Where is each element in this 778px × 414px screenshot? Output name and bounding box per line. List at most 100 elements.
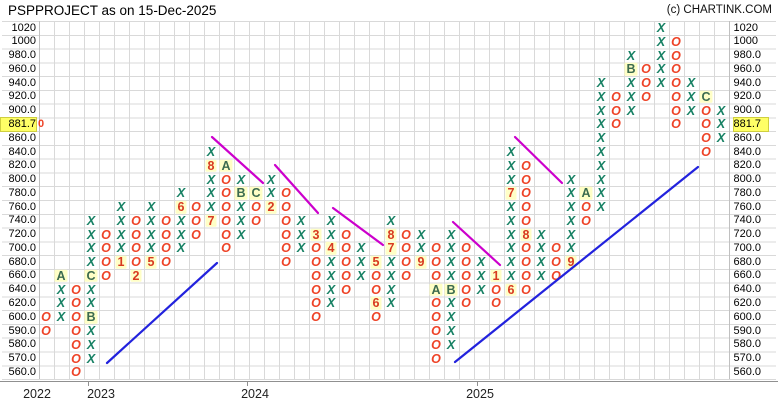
pnf-x-box: X xyxy=(236,213,246,228)
pnf-x-box: X xyxy=(506,254,516,269)
pnf-o-box: O xyxy=(521,199,531,214)
pnf-month-marker: C xyxy=(84,268,98,283)
pnf-month-marker: 7 xyxy=(385,241,397,256)
pnf-x-box: X xyxy=(656,34,666,49)
pnf-x-box: X xyxy=(446,254,456,269)
pnf-o-box: O xyxy=(671,75,681,90)
pnf-x-box: X xyxy=(506,172,516,187)
pnf-x-box: X xyxy=(356,254,366,269)
pnf-x-box: X xyxy=(296,213,306,228)
pnf-x-box: X xyxy=(536,227,546,242)
pnf-o-box: O xyxy=(401,268,411,283)
pnf-month-marker: A xyxy=(579,186,593,201)
pnf-o-box: O xyxy=(311,254,321,269)
pnf-o-box: O xyxy=(371,268,381,283)
pnf-o-box: O xyxy=(191,199,201,214)
pnf-o-box: O xyxy=(581,213,591,228)
pnf-o-box: O xyxy=(431,268,441,283)
y-axis-label-right: 580.0 xyxy=(733,338,762,351)
pnf-x-box: X xyxy=(146,227,156,242)
pnf-o-box: O xyxy=(401,241,411,256)
pnf-x-box: X xyxy=(446,241,456,256)
pnf-x-box: X xyxy=(86,227,96,242)
pnf-x-box: X xyxy=(86,282,96,297)
y-axis-label-right: 780.0 xyxy=(733,186,762,199)
y-axis-label-left: 580.0 xyxy=(8,338,36,351)
y-axis-label-right: 590.0 xyxy=(733,324,762,337)
pnf-o-box: O xyxy=(701,130,711,145)
pnf-month-marker: A xyxy=(429,282,443,297)
pnf-x-box: X xyxy=(656,75,666,90)
pnf-x-box: X xyxy=(626,75,636,90)
pnf-x-box: X xyxy=(716,130,726,145)
y-axis-label-left: 800.0 xyxy=(8,173,36,186)
current-price-overflow-zero: 0 xyxy=(38,117,45,130)
pnf-o-box: O xyxy=(521,241,531,256)
pnf-x-box: X xyxy=(626,89,636,104)
pnf-x-box: X xyxy=(626,103,636,118)
pnf-month-marker: 5 xyxy=(370,254,382,269)
pnf-x-box: X xyxy=(626,48,636,63)
pnf-month-marker: 7 xyxy=(505,186,517,201)
chart-title: PSPPROJECT as on 15-Dec-2025 xyxy=(8,3,217,18)
pnf-o-box: O xyxy=(521,213,531,228)
pnf-x-box: X xyxy=(206,199,216,214)
pnf-month-marker: 4 xyxy=(325,241,337,256)
pnf-x-box: X xyxy=(416,227,426,242)
pnf-x-box: X xyxy=(116,199,126,214)
pnf-x-box: X xyxy=(656,62,666,77)
pnf-x-box: X xyxy=(566,199,576,214)
pnf-x-box: X xyxy=(116,227,126,242)
pnf-o-box: O xyxy=(161,241,171,256)
y-axis-label-left: 570.0 xyxy=(8,352,36,365)
y-axis-label-left: 940.0 xyxy=(8,76,36,89)
pnf-month-marker: 6 xyxy=(175,199,187,214)
pnf-o-box: O xyxy=(341,268,351,283)
x-axis-year-label: 2024 xyxy=(241,387,269,402)
pnf-month-marker: 7 xyxy=(205,213,217,228)
pnf-o-box: O xyxy=(311,241,321,256)
x-axis-tick xyxy=(88,382,89,387)
y-axis-label-left: 920.0 xyxy=(8,90,36,103)
pnf-x-box: X xyxy=(476,268,486,283)
pnf-x-box: X xyxy=(326,296,336,311)
pnf-x-box: X xyxy=(146,241,156,256)
pnf-month-marker: B xyxy=(84,310,98,324)
y-axis-label-left: 590.0 xyxy=(8,324,36,337)
pnf-month-marker: B xyxy=(624,62,638,77)
pnf-x-box: X xyxy=(476,282,486,297)
pnf-o-box: O xyxy=(71,337,81,352)
pnf-o-box: O xyxy=(551,241,561,256)
pnf-x-box: X xyxy=(56,282,66,297)
pnf-x-box: X xyxy=(386,213,396,228)
pnf-x-box: X xyxy=(146,199,156,214)
pnf-o-box: O xyxy=(281,186,291,201)
pnf-o-box: O xyxy=(221,227,231,242)
pnf-o-box: O xyxy=(101,254,111,269)
y-axis-label-right: 1020 xyxy=(733,21,758,34)
pnf-o-box: O xyxy=(131,213,141,228)
pnf-x-box: X xyxy=(326,254,336,269)
pnf-x-box: X xyxy=(386,254,396,269)
pnf-x-box: X xyxy=(236,199,246,214)
y-axis-label-right: 860.0 xyxy=(733,131,762,144)
y-axis-label-left: 820.0 xyxy=(8,159,36,172)
y-axis-label-right: 570.0 xyxy=(733,352,762,365)
pnf-o-box: O xyxy=(521,172,531,187)
pnf-x-box: X xyxy=(236,227,246,242)
y-axis-label-right: 640.0 xyxy=(733,283,762,296)
pnf-x-box: X xyxy=(326,227,336,242)
y-axis-label-right: 960.0 xyxy=(733,62,762,75)
pnf-x-box: X xyxy=(206,172,216,187)
pnf-x-box: X xyxy=(686,75,696,90)
pnf-x-box: X xyxy=(506,144,516,159)
pnf-month-marker: 6 xyxy=(370,296,382,311)
pnf-o-box: O xyxy=(311,268,321,283)
pnf-o-box: O xyxy=(521,268,531,283)
y-axis-label-left: 860.0 xyxy=(8,131,36,144)
y-axis-label-left: 680.0 xyxy=(8,255,36,268)
pnf-x-box: X xyxy=(86,351,96,366)
pnf-x-box: X xyxy=(656,20,666,35)
pnf-month-marker: C xyxy=(249,186,263,201)
